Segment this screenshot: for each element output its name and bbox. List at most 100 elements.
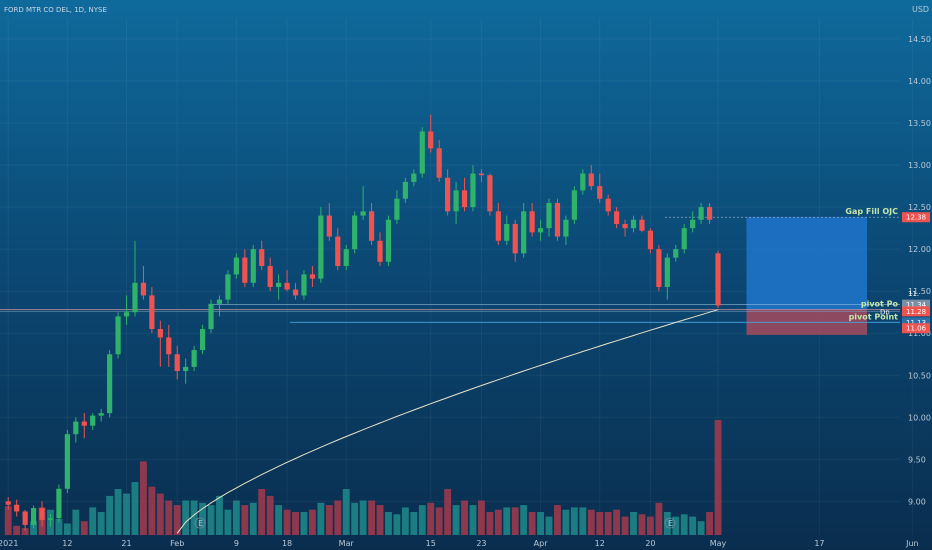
- candle-body: [504, 223, 510, 241]
- candle-body: [132, 282, 138, 313]
- candle-body: [242, 257, 248, 283]
- volume-bar: [663, 512, 671, 535]
- volume-bar: [207, 505, 215, 535]
- volume-bar: [427, 502, 435, 535]
- earnings-marker: [664, 517, 676, 529]
- time-tick-label: Mar: [339, 539, 355, 548]
- volume-bar: [562, 509, 570, 535]
- volume-bar: [376, 505, 384, 535]
- candle-body: [715, 253, 721, 306]
- candle-body: [563, 219, 569, 237]
- candle-body: [208, 303, 214, 330]
- volume-bar: [4, 506, 12, 535]
- time-tick-label: May: [710, 539, 727, 548]
- volume-bar: [385, 512, 392, 535]
- volume-bar: [72, 509, 80, 535]
- candle-body: [259, 249, 265, 266]
- volume-bar: [173, 505, 181, 535]
- candle-body: [461, 190, 468, 208]
- volume-bar: [140, 461, 147, 535]
- candle-body: [546, 202, 552, 229]
- candle-body: [554, 202, 561, 237]
- volume-bar: [97, 512, 105, 535]
- candle-body: [402, 181, 408, 199]
- price-tick-label: 9.50: [908, 455, 926, 464]
- candle-body: [419, 131, 425, 174]
- time-tick-label: 12: [62, 539, 72, 548]
- candle-body: [216, 299, 223, 304]
- volume-bar: [359, 500, 367, 535]
- price-label-box: [902, 323, 930, 334]
- candle-body: [597, 186, 603, 199]
- sma-line: [176, 309, 719, 534]
- candle-body: [673, 249, 679, 258]
- volume-bar: [638, 514, 646, 535]
- volume-bar: [435, 507, 443, 535]
- volume-bar: [486, 512, 494, 535]
- candle-body: [428, 131, 434, 149]
- candle-body: [309, 274, 316, 279]
- price-tick-label: 11.50: [908, 287, 931, 296]
- candle-body: [90, 415, 96, 426]
- candle-body: [588, 173, 594, 187]
- target-zone[interactable]: [746, 217, 868, 310]
- candle-body: [360, 211, 366, 216]
- volume-bar: [156, 493, 164, 535]
- candle-body: [276, 282, 282, 288]
- volume-bar: [232, 500, 240, 535]
- volume-bar: [503, 507, 511, 535]
- candle-body: [630, 219, 637, 229]
- candle-body: [368, 211, 375, 241]
- volume-bar: [511, 507, 519, 535]
- candle-body: [335, 236, 341, 266]
- price-tick-label: 14.00: [908, 77, 931, 86]
- annotation-label: pivot Point: [849, 312, 899, 321]
- volume-bar: [393, 514, 401, 535]
- candle-body: [225, 274, 231, 300]
- candles: [5, 114, 721, 531]
- time-tick-label: Apr: [534, 539, 549, 548]
- volume-bar: [621, 516, 629, 535]
- price-tick-label: 12.50: [908, 203, 931, 212]
- candle-body: [233, 257, 239, 275]
- candle-body: [411, 173, 417, 182]
- time-axis[interactable]: 2021 12 21 Feb 9 18 Mar 15 23 Apr 12 20 May 17 Jun: [0, 539, 919, 548]
- candle-body: [394, 198, 400, 220]
- volume-bar: [131, 482, 139, 535]
- candle-body: [478, 173, 485, 176]
- price-label-text: 11.13: [906, 319, 926, 327]
- candle-body: [352, 215, 358, 250]
- candle-body: [453, 190, 459, 212]
- candle-body: [639, 219, 645, 231]
- price-axis[interactable]: 9.00 9.50 10.00 10.50 11.00 11.50 12.00 12.50 13…: [902, 35, 931, 506]
- volume-bar: [461, 500, 468, 535]
- candle-body: [98, 413, 104, 416]
- candle-body: [250, 249, 256, 283]
- candle-body: [301, 274, 307, 296]
- volume-bar: [106, 495, 114, 535]
- candle-body: [698, 207, 704, 220]
- volume-bar: [258, 489, 266, 535]
- candle-body: [81, 421, 87, 426]
- price-tick-label: 14.50: [908, 35, 931, 44]
- candle-body: [14, 504, 20, 512]
- earnings-label: E: [198, 519, 203, 528]
- volume-bar: [630, 512, 637, 535]
- candle-body: [521, 211, 527, 254]
- price-tick-label: 10.00: [908, 413, 931, 422]
- price-label-box: [902, 306, 930, 317]
- candle-body: [174, 354, 180, 372]
- price-tick-label: 13.00: [908, 161, 931, 170]
- candle-body: [605, 198, 611, 212]
- volume-bar: [249, 502, 257, 535]
- volume-bar: [114, 489, 122, 535]
- price-label-text: 11.28: [906, 308, 926, 316]
- candle-body: [318, 215, 324, 279]
- candle-body: [284, 282, 290, 290]
- volume-bar: [444, 489, 452, 535]
- volume-bar: [190, 500, 198, 535]
- volume-bar: [469, 505, 477, 535]
- candle-body: [56, 488, 62, 519]
